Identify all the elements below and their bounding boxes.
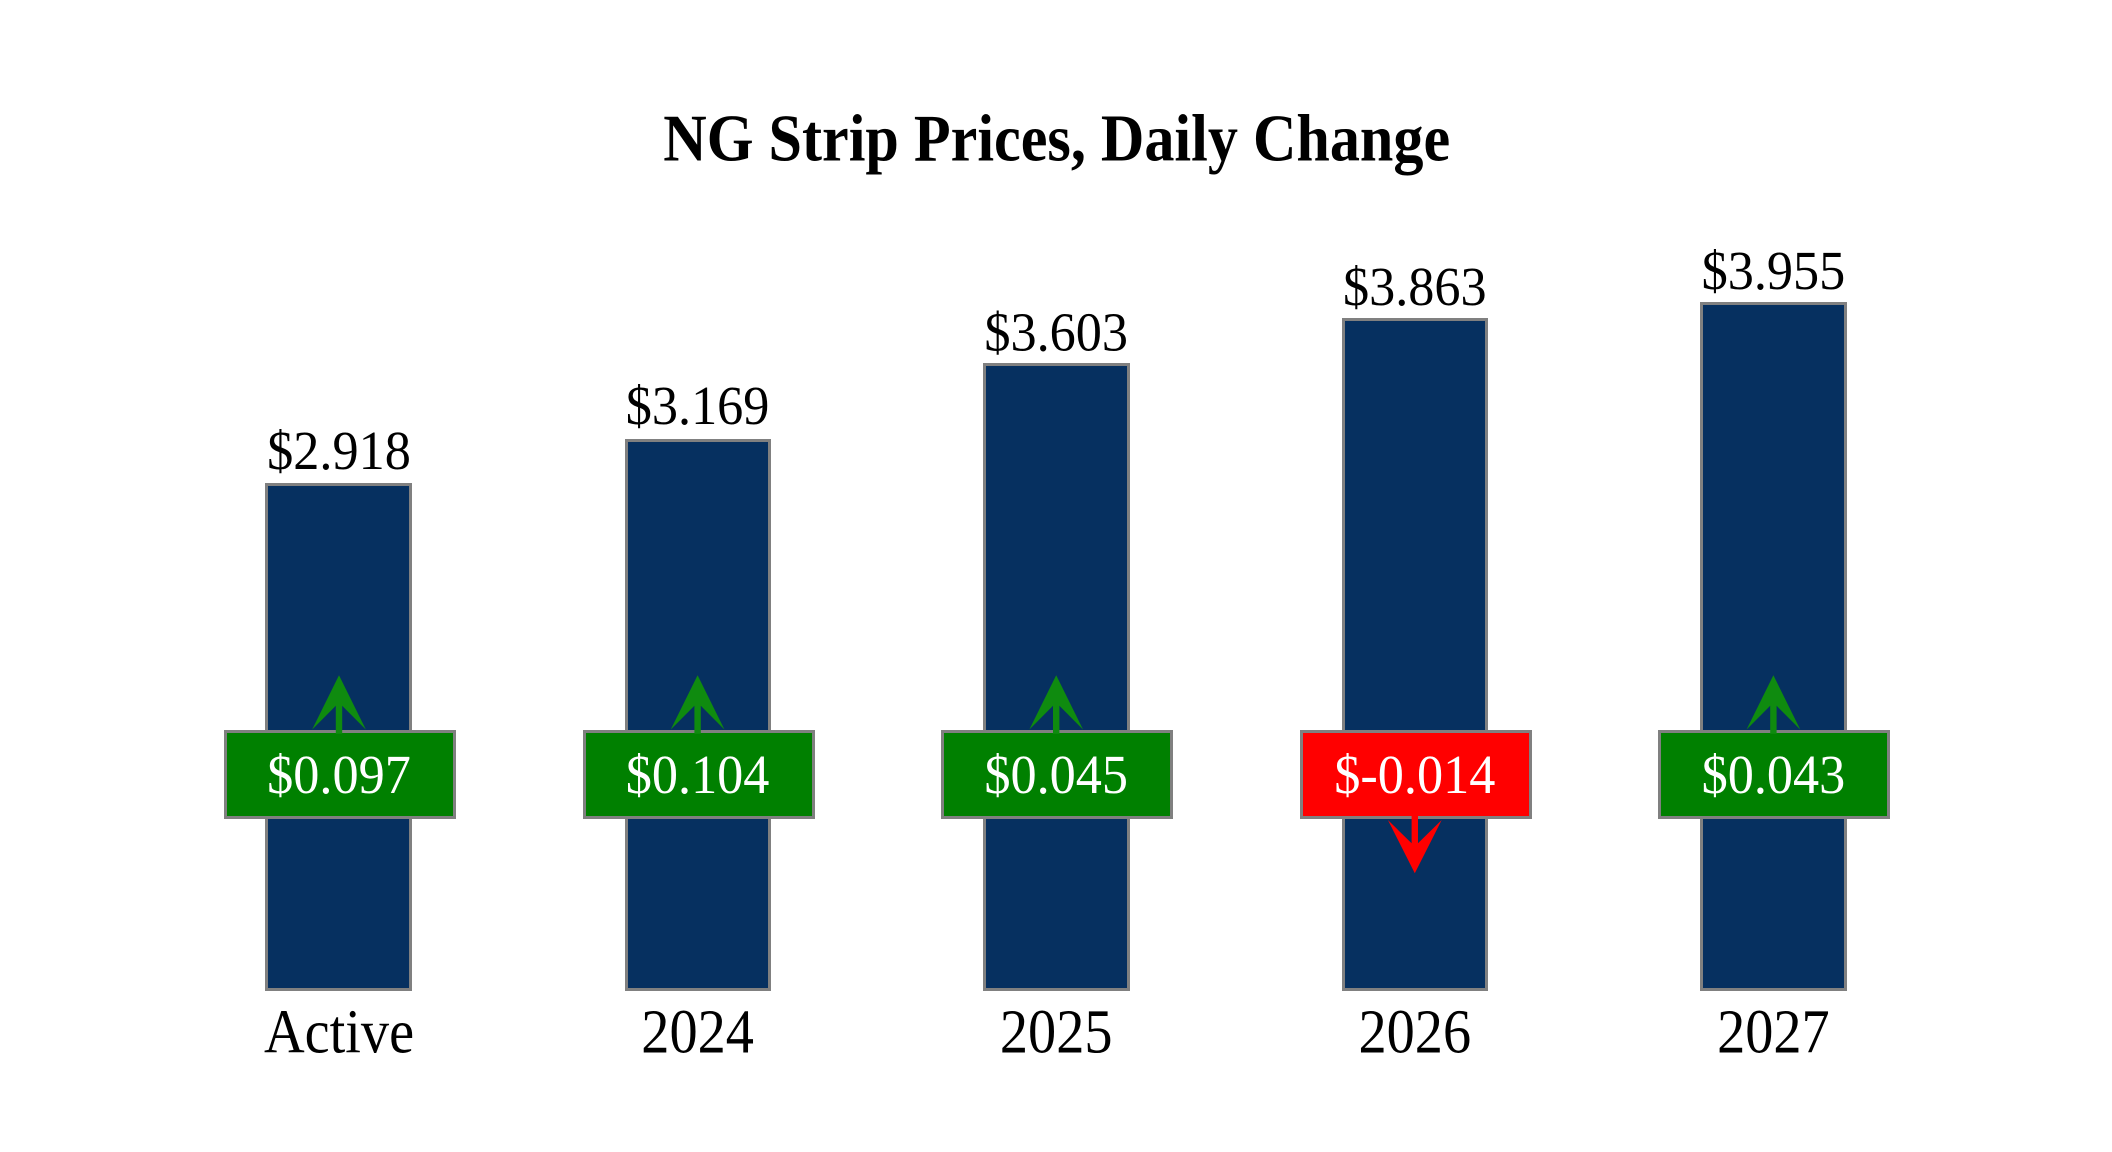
svg-text:$-0.014: $-0.014 [1334, 744, 1495, 806]
svg-text:$0.097: $0.097 [267, 744, 411, 806]
svg-text:$3.603: $3.603 [984, 301, 1128, 363]
svg-text:2025: 2025 [1000, 996, 1113, 1066]
svg-text:2024: 2024 [641, 996, 754, 1066]
svg-text:2027: 2027 [1717, 996, 1830, 1066]
svg-text:2026: 2026 [1358, 996, 1471, 1066]
svg-text:Active: Active [264, 996, 414, 1066]
svg-text:$2.918: $2.918 [267, 420, 411, 482]
svg-text:$3.169: $3.169 [626, 375, 770, 437]
svg-text:$0.045: $0.045 [984, 744, 1128, 806]
svg-text:$0.104: $0.104 [626, 744, 770, 806]
svg-text:NG Strip Prices, Daily Change: NG Strip Prices, Daily Change [663, 100, 1450, 175]
svg-text:$3.955: $3.955 [1702, 240, 1846, 302]
svg-text:$3.863: $3.863 [1343, 256, 1487, 318]
svg-text:$0.043: $0.043 [1702, 744, 1846, 806]
